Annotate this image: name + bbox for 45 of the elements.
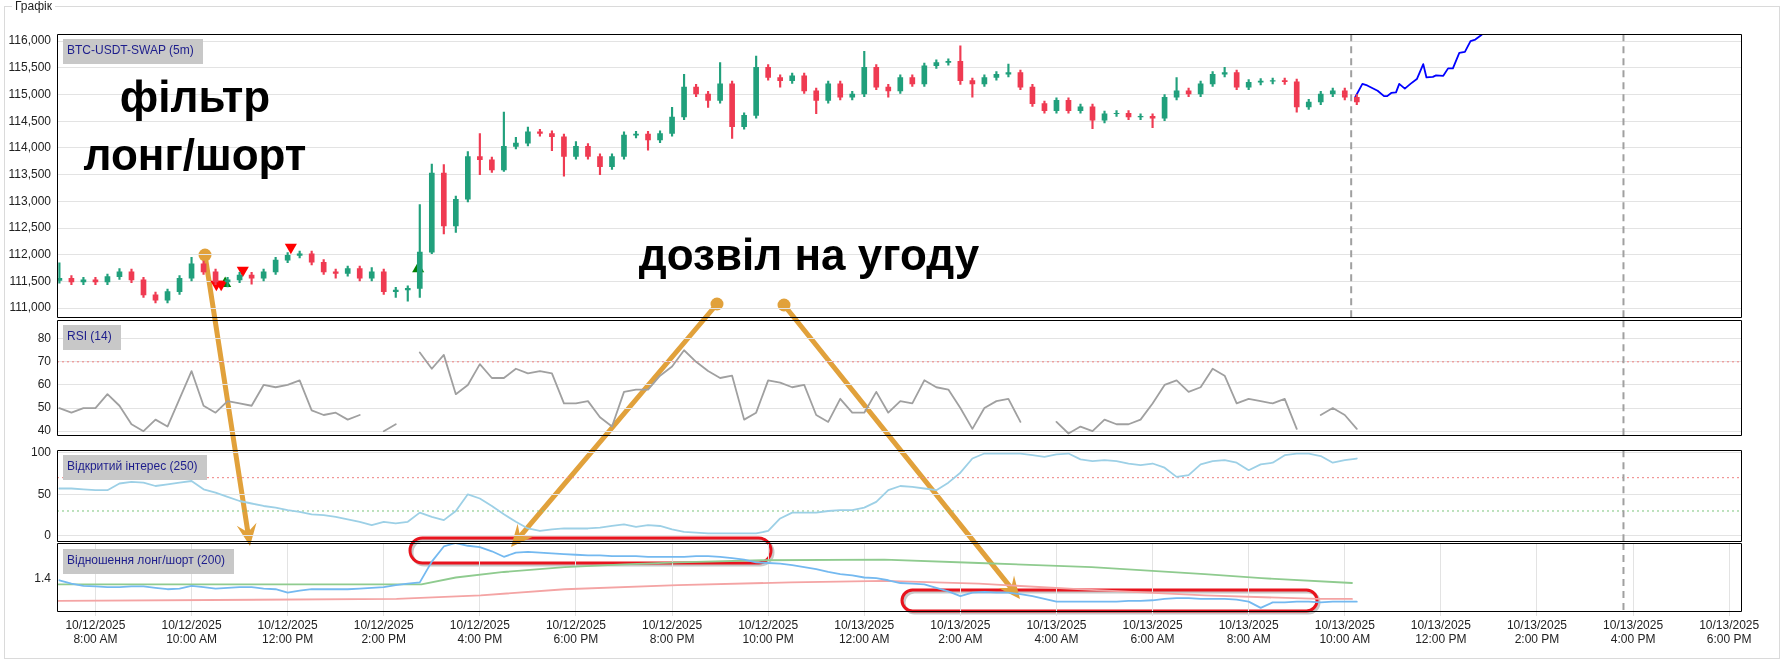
text: 1.4 (34, 570, 51, 585)
y-tick-label: 60 (37, 377, 52, 392)
x-tick-label: 10/12/2025 8:00 AM (65, 617, 126, 646)
y-tick-label: 115,500 (8, 60, 52, 75)
text: BTC-USDT-SWAP (5m) (67, 43, 194, 57)
text: Відкритий інтерес (250) (67, 459, 198, 473)
text: RSI (14) (67, 329, 112, 343)
y-tick-label: 40 (37, 423, 52, 438)
x-tick-label: 10/13/2025 2:00 PM (1506, 617, 1568, 646)
x-tick-label: 10/12/2025 4:00 PM (449, 617, 511, 646)
x-tick-label: 10/13/2025 10:00 AM (1314, 617, 1376, 646)
y-tick-label: 80 (37, 331, 52, 346)
y-tick-label: 116,000 (8, 33, 52, 48)
y-tick-label: 100 (30, 445, 52, 460)
x-tick-label: 10/13/2025 6:00 AM (1122, 617, 1183, 646)
x-tick-label: 10/12/2025 8:00 PM (642, 617, 703, 646)
annotation: фільтр лонг/шорт (83, 72, 307, 179)
y-tick-label: 114,000 (8, 140, 52, 155)
x-tick-label: 10/13/2025 8:00 AM (1218, 617, 1280, 646)
y-tick-label: 50 (37, 400, 52, 415)
x-tick-label: 10/13/2025 4:00 AM (1026, 617, 1087, 646)
x-tick-label: 10/12/2025 12:00 PM (257, 617, 318, 646)
x-tick-label: 10/12/2025 10:00 PM (738, 617, 799, 646)
y-tick-label: 113,000 (8, 193, 52, 208)
y-tick-label: 111,000 (9, 300, 52, 315)
y-tick-label: 113,500 (8, 166, 52, 181)
x-tick-label: 10/12/2025 6:00 PM (545, 617, 607, 646)
x-tick-label: 10/13/2025 2:00 AM (930, 617, 991, 646)
x-tick-label: 10/12/2025 10:00 AM (161, 617, 222, 646)
chart-title: Графік (15, 0, 52, 13)
x-tick-label: 10/13/2025 12:00 PM (1410, 617, 1472, 646)
x-tick-label: 10/13/2025 4:00 PM (1603, 617, 1664, 646)
x-tick-label: 10/13/2025 12:00 AM (834, 617, 895, 646)
x-tick-label: 10/13/2025 6:00 PM (1699, 617, 1760, 646)
y-tick-label: 111,500 (9, 273, 52, 288)
y-tick-label: 112,000 (8, 247, 52, 262)
x-tick-label: 10/12/2025 2:00 PM (353, 617, 415, 646)
y-tick-label: 0 (44, 528, 52, 543)
y-tick-label: 112,500 (8, 220, 52, 235)
y-tick-label: 50 (37, 486, 52, 501)
y-tick-label: 114,500 (8, 113, 52, 128)
text: Відношення лонг/шорт (200) (67, 553, 226, 567)
y-tick-label: 115,000 (8, 86, 52, 101)
y-tick-label: 70 (37, 354, 52, 369)
annotation: дозвіл на угоду (638, 230, 980, 279)
